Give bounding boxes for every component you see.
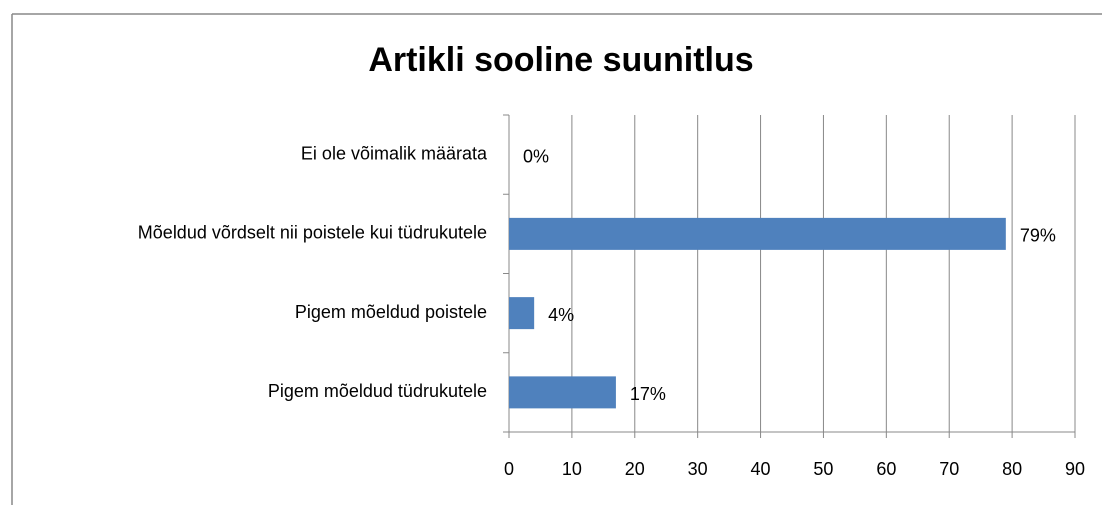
bar: [509, 376, 616, 409]
x-tick-label: 50: [813, 459, 833, 479]
x-tick-label: 30: [688, 459, 708, 479]
x-tick-label: 80: [1002, 459, 1022, 479]
x-tick-label: 70: [939, 459, 959, 479]
x-tick-label: 10: [562, 459, 582, 479]
x-tick-label: 60: [876, 459, 896, 479]
x-tick-label: 0: [504, 459, 514, 479]
y-tick-label: Pigem mõeldud tüdrukutele: [268, 381, 487, 401]
y-tick-label: Ei ole võimalik määrata: [301, 143, 488, 163]
bar: [509, 217, 1006, 250]
value-label: 4%: [548, 305, 574, 325]
bar: [509, 297, 535, 330]
value-label: 17%: [630, 384, 666, 404]
y-tick-label: Mõeldud võrdselt nii poistele kui tüdruk…: [138, 223, 487, 243]
x-tick-label: 90: [1065, 459, 1085, 479]
x-tick-label: 40: [751, 459, 771, 479]
chart-title: Artikli sooline suunitlus: [368, 41, 753, 79]
y-tick-label: Pigem mõeldud poistele: [295, 302, 487, 322]
x-tick-label: 20: [625, 459, 645, 479]
value-label: 79%: [1020, 226, 1056, 246]
value-label: 0%: [523, 146, 549, 166]
